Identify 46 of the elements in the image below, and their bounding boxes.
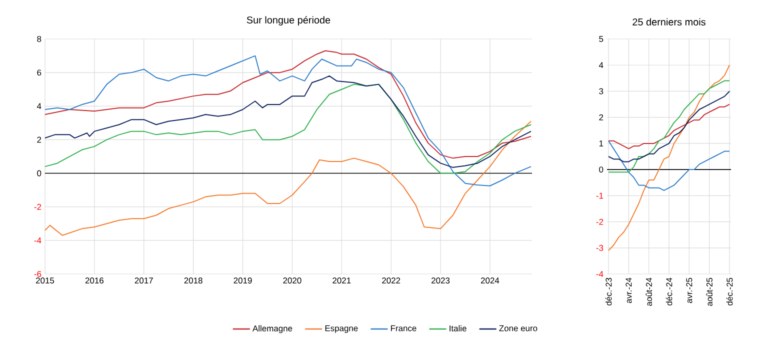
y-tick-label: -3 bbox=[596, 244, 604, 251]
line-series bbox=[44, 120, 532, 236]
x-tick-label: août-25 bbox=[706, 278, 712, 306]
y-tick-label: 8 bbox=[37, 36, 42, 42]
x-tick-label: déc.-25 bbox=[726, 278, 733, 306]
y-tick-label: 4 bbox=[36, 103, 42, 110]
x-tick-label: 2024 bbox=[480, 278, 500, 284]
x-tick-label: 2020 bbox=[283, 278, 302, 284]
y-tick-label: 0 bbox=[599, 166, 604, 173]
line-series bbox=[44, 50, 532, 159]
chart-title: Sur longue période bbox=[246, 16, 330, 26]
x-tick-label: 2015 bbox=[36, 278, 54, 284]
y-tick-label: -2 bbox=[596, 218, 604, 225]
x-tick-label: 2016 bbox=[85, 278, 104, 284]
legend-label: Espagne bbox=[325, 325, 358, 333]
y-tick-label: 6 bbox=[37, 70, 42, 76]
y-tick-label: -1 bbox=[596, 192, 604, 199]
y-tick-label: 0 bbox=[37, 170, 42, 176]
line-series bbox=[608, 90, 730, 162]
legend-label: Zone euro bbox=[499, 325, 538, 332]
x-tick-label: 2021 bbox=[332, 278, 351, 284]
legend-label: Italie bbox=[450, 325, 466, 332]
y-tick-label: 3 bbox=[599, 88, 604, 94]
x-tick-label: 2017 bbox=[134, 278, 153, 284]
x-tick-label: avr.-24 bbox=[626, 278, 632, 304]
y-tick-label: 5 bbox=[599, 36, 604, 42]
x-tick-label: déc.-23 bbox=[605, 278, 612, 306]
chart-title: 25 derniers mois bbox=[632, 18, 706, 26]
y-tick-label: -2 bbox=[34, 204, 42, 210]
x-tick-label: août-24 bbox=[646, 278, 652, 306]
y-tick-label: 1 bbox=[599, 140, 604, 146]
legend-label: France bbox=[390, 325, 416, 332]
y-tick-label: -6 bbox=[34, 271, 42, 277]
x-tick-label: avr.-25 bbox=[686, 278, 692, 304]
x-tick-label: 2018 bbox=[184, 278, 202, 284]
x-tick-label: 2019 bbox=[234, 278, 252, 284]
line-series bbox=[608, 64, 730, 251]
legend-label: Allemagne bbox=[252, 325, 292, 334]
y-tick-label: -4 bbox=[34, 238, 42, 244]
x-tick-label: 2022 bbox=[382, 278, 400, 284]
x-tick-label: 2023 bbox=[432, 278, 450, 284]
y-tick-label: -4 bbox=[596, 271, 604, 277]
y-tick-label: 4 bbox=[598, 62, 604, 68]
y-tick-label: 2 bbox=[599, 114, 604, 120]
x-tick-label: déc.-24 bbox=[666, 278, 672, 306]
y-tick-label: 2 bbox=[37, 136, 42, 143]
